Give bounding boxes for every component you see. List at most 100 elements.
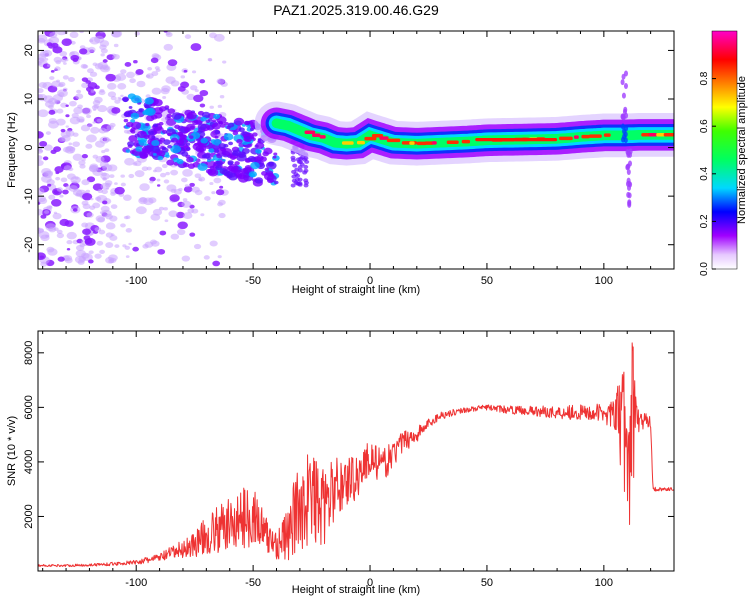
noise-blob bbox=[52, 31, 57, 34]
noise-blob bbox=[73, 106, 83, 115]
noise-blob bbox=[215, 189, 225, 196]
ridge-peak bbox=[431, 141, 437, 145]
y-tick-label: 4000 bbox=[23, 450, 35, 474]
noise-blob bbox=[65, 130, 75, 137]
noise-blob bbox=[99, 249, 105, 254]
spectrogram-frame bbox=[37, 30, 675, 270]
noise-blob bbox=[60, 177, 68, 183]
noise-blob bbox=[112, 53, 120, 60]
spectrogram-y-label: Frequency (Hz) bbox=[6, 112, 18, 188]
noise-blob bbox=[66, 247, 71, 251]
noise-blob bbox=[104, 148, 110, 152]
noise-blob bbox=[162, 96, 167, 99]
signal-blob bbox=[252, 178, 257, 182]
noise-blob bbox=[182, 198, 188, 202]
signal-blob bbox=[627, 200, 632, 207]
noise-blob bbox=[79, 243, 86, 248]
noise-blob bbox=[65, 104, 69, 107]
noise-blob bbox=[78, 256, 87, 262]
ridge-peak bbox=[656, 132, 665, 137]
spectrogram-marks bbox=[38, 31, 674, 267]
noise-blob bbox=[44, 58, 49, 61]
noise-blob bbox=[39, 140, 48, 147]
noise-blob bbox=[40, 261, 48, 267]
signal-blob bbox=[267, 161, 275, 167]
noise-blob bbox=[154, 166, 163, 173]
signal-blob bbox=[303, 180, 309, 185]
noise-blob bbox=[55, 60, 62, 65]
ridge-peak bbox=[603, 133, 611, 137]
noise-blob bbox=[155, 68, 161, 73]
noise-blob bbox=[70, 51, 75, 56]
noise-blob bbox=[126, 71, 136, 79]
noise-blob bbox=[48, 194, 56, 200]
y-tick-label: 20 bbox=[23, 44, 35, 56]
signal-blob bbox=[161, 147, 169, 153]
noise-blob bbox=[204, 196, 211, 201]
noise-blob bbox=[105, 232, 114, 238]
noise-blob bbox=[169, 194, 180, 202]
noise-blob bbox=[182, 212, 193, 220]
noise-blob bbox=[163, 43, 174, 51]
noise-blob bbox=[87, 68, 94, 74]
noise-blob bbox=[52, 212, 62, 220]
noise-blob bbox=[170, 233, 180, 240]
noise-blob bbox=[164, 219, 169, 223]
noise-blob bbox=[147, 66, 153, 71]
noise-blob bbox=[56, 187, 63, 192]
signal-blob bbox=[244, 164, 253, 171]
noise-blob bbox=[123, 194, 132, 201]
noise-blob bbox=[101, 189, 108, 195]
signal-blob bbox=[255, 148, 262, 154]
noise-blob bbox=[38, 159, 44, 167]
noise-blob bbox=[207, 57, 212, 62]
noise-blob bbox=[77, 104, 83, 109]
noise-blob bbox=[133, 60, 138, 64]
noise-blob bbox=[191, 70, 197, 74]
signal-blob bbox=[130, 112, 140, 120]
noise-blob bbox=[182, 169, 193, 177]
signal-blob bbox=[214, 129, 221, 135]
ridge-peak bbox=[312, 133, 321, 138]
noise-blob bbox=[72, 141, 80, 147]
noise-blob bbox=[199, 89, 209, 97]
noise-blob bbox=[38, 37, 46, 44]
ridge-peak bbox=[461, 139, 471, 144]
signal-blob bbox=[165, 154, 170, 158]
noise-blob bbox=[168, 210, 178, 218]
snr-y-label: SNR (10 * v/v) bbox=[6, 416, 18, 486]
ridge-peak bbox=[558, 136, 573, 141]
noise-blob bbox=[54, 166, 64, 173]
signal-blob bbox=[303, 164, 309, 169]
colorbar-tick-label: 0.4 bbox=[699, 166, 710, 180]
signal-blob bbox=[185, 147, 191, 151]
noise-blob bbox=[222, 60, 227, 64]
noise-blob bbox=[81, 153, 88, 159]
noise-blob bbox=[80, 63, 88, 69]
noise-blob bbox=[45, 234, 50, 238]
signal-blob bbox=[179, 137, 188, 145]
noise-blob bbox=[48, 104, 54, 109]
signal-blob bbox=[216, 153, 221, 157]
noise-blob bbox=[57, 256, 65, 262]
noise-blob bbox=[209, 32, 217, 39]
noise-blob bbox=[52, 46, 63, 54]
signal-blob bbox=[250, 161, 260, 170]
noise-blob bbox=[209, 181, 214, 186]
signal-blob bbox=[252, 132, 258, 137]
noise-blob bbox=[99, 211, 104, 214]
signal-blob bbox=[211, 122, 221, 130]
noise-blob bbox=[125, 255, 130, 258]
noise-blob bbox=[165, 31, 173, 38]
signal-blob bbox=[134, 133, 140, 138]
signal-blob bbox=[153, 107, 164, 115]
noise-blob bbox=[163, 179, 170, 184]
signal-blob bbox=[292, 163, 298, 168]
noise-blob bbox=[190, 43, 202, 51]
noise-blob bbox=[149, 180, 154, 184]
signal-blob bbox=[129, 129, 134, 133]
noise-blob bbox=[128, 242, 132, 246]
noise-blob bbox=[144, 241, 154, 248]
signal-blob bbox=[273, 180, 279, 185]
signal-blob bbox=[259, 156, 267, 162]
